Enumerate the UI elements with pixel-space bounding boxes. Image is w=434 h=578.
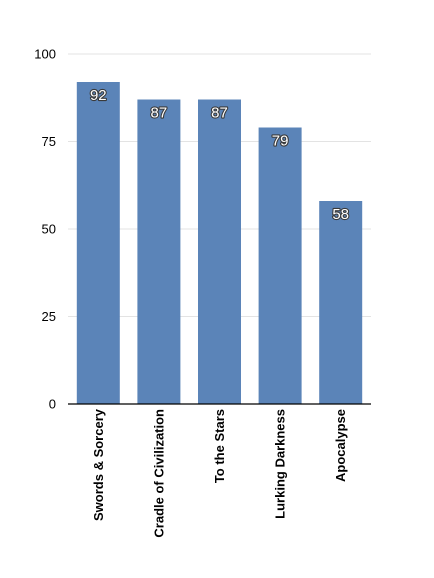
x-tick-label-swords-sorcery: Swords & Sorcery	[91, 408, 106, 521]
y-tick-label-100: 100	[34, 47, 56, 62]
data-label-swords-sorcery: 92	[90, 87, 107, 104]
x-tick-label-to-the-stars: To the Stars	[212, 409, 227, 483]
bar-cradle-of-civilization	[137, 99, 181, 404]
x-tick-label-apocalypse: Apocalypse	[333, 409, 348, 482]
y-tick-label-50: 50	[42, 222, 56, 237]
y-axis-ticks: 0 25 50 75 100	[34, 47, 56, 412]
x-tick-label-cradle-of-civilization: Cradle of Civilization	[151, 409, 166, 538]
x-tick-label-lurking-darkness: Lurking Darkness	[273, 409, 288, 519]
bars	[76, 82, 363, 404]
x-axis-category-labels: Swords & Sorcery Cradle of Civilization To…	[91, 408, 348, 537]
bar-lurking-darkness	[258, 127, 302, 404]
y-tick-label-0: 0	[49, 397, 56, 412]
data-labels: 92 87 87 79 58	[89, 86, 350, 224]
y-tick-label-75: 75	[42, 134, 56, 149]
data-label-cradle-of-civilization: 87	[151, 105, 168, 122]
data-label-apocalypse: 58	[332, 206, 349, 223]
y-tick-label-25: 25	[42, 309, 56, 324]
data-label-lurking-darkness: 79	[272, 133, 289, 150]
data-label-to-the-stars: 87	[211, 105, 228, 122]
bar-to-the-stars	[198, 99, 241, 404]
bar-swords-sorcery	[76, 82, 120, 404]
bar-apocalypse	[319, 201, 363, 404]
